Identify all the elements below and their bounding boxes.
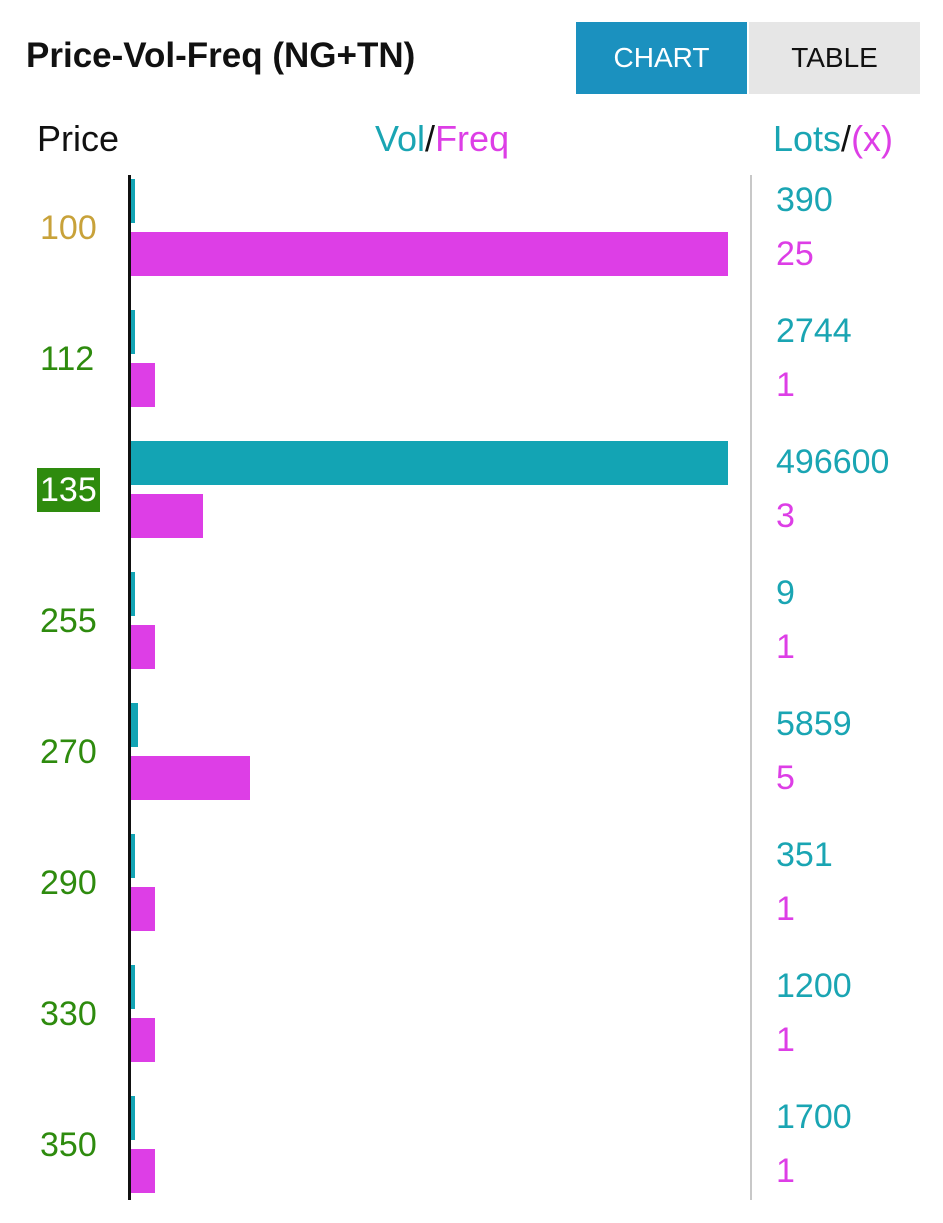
freq-value: 3 xyxy=(776,497,795,535)
vol-bar xyxy=(131,310,135,354)
price-label: 270 xyxy=(40,733,97,771)
lots-value: 496600 xyxy=(776,443,890,481)
multiplier-label: (x) xyxy=(851,118,894,159)
freq-bar xyxy=(131,232,728,276)
freq-value: 1 xyxy=(776,366,795,404)
chart-divider-line xyxy=(750,175,752,1200)
freq-bar xyxy=(131,887,155,931)
lots-label: Lots xyxy=(773,118,842,159)
vol-bar xyxy=(131,179,135,223)
legend-separator: / xyxy=(425,118,436,159)
freq-legend-label: Freq xyxy=(435,118,510,159)
price-row[interactable]: 135 496600 3 xyxy=(0,437,943,568)
price-row[interactable]: 350 1700 1 xyxy=(0,1092,943,1223)
price-label: 100 xyxy=(40,209,97,247)
price-label: 350 xyxy=(40,1126,97,1164)
vol-legend-label: Vol xyxy=(375,118,426,159)
price-label: 290 xyxy=(40,864,97,902)
price-row[interactable]: 270 5859 5 xyxy=(0,699,943,830)
chart-view-button[interactable]: CHART xyxy=(576,22,747,94)
freq-value: 1 xyxy=(776,1021,795,1059)
lots-column-header: Lots/(x) xyxy=(773,118,893,160)
price-row[interactable]: 112 2744 1 xyxy=(0,306,943,437)
price-row[interactable]: 255 9 1 xyxy=(0,568,943,699)
lots-value: 1200 xyxy=(776,967,852,1005)
freq-bar xyxy=(131,756,251,800)
price-label: 135 xyxy=(37,468,100,512)
freq-value: 5 xyxy=(776,759,795,797)
vol-bar xyxy=(131,965,135,1009)
lots-value: 2744 xyxy=(776,312,852,350)
price-row[interactable]: 330 1200 1 xyxy=(0,961,943,1092)
freq-bar xyxy=(131,494,203,538)
lots-separator: / xyxy=(841,118,852,159)
freq-value: 1 xyxy=(776,1152,795,1190)
vol-bar xyxy=(131,834,135,878)
freq-bar xyxy=(131,625,155,669)
lots-value: 9 xyxy=(776,574,795,612)
lots-value: 351 xyxy=(776,836,833,874)
lots-value: 390 xyxy=(776,181,833,219)
vol-freq-column-header: Vol/Freq xyxy=(375,118,509,160)
freq-bar xyxy=(131,1149,155,1193)
chart-axis-line xyxy=(128,175,131,1200)
price-column-header: Price xyxy=(37,118,120,159)
vol-bar xyxy=(131,572,135,616)
price-row[interactable]: 290 351 1 xyxy=(0,830,943,961)
table-view-button[interactable]: TABLE xyxy=(749,22,920,94)
freq-bar xyxy=(131,1018,155,1062)
vol-bar xyxy=(131,441,728,485)
price-label: 330 xyxy=(40,995,97,1033)
price-row[interactable]: 100 390 25 xyxy=(0,175,943,306)
freq-value: 1 xyxy=(776,628,795,666)
lots-value: 1700 xyxy=(776,1098,852,1136)
freq-bar xyxy=(131,363,155,407)
lots-value: 5859 xyxy=(776,705,852,743)
price-label: 112 xyxy=(40,340,95,378)
freq-value: 1 xyxy=(776,890,795,928)
page-title: Price-Vol-Freq (NG+TN) xyxy=(26,36,416,75)
vol-bar xyxy=(131,703,139,747)
freq-value: 25 xyxy=(776,235,814,273)
price-label: 255 xyxy=(40,602,97,640)
vol-bar xyxy=(131,1096,135,1140)
